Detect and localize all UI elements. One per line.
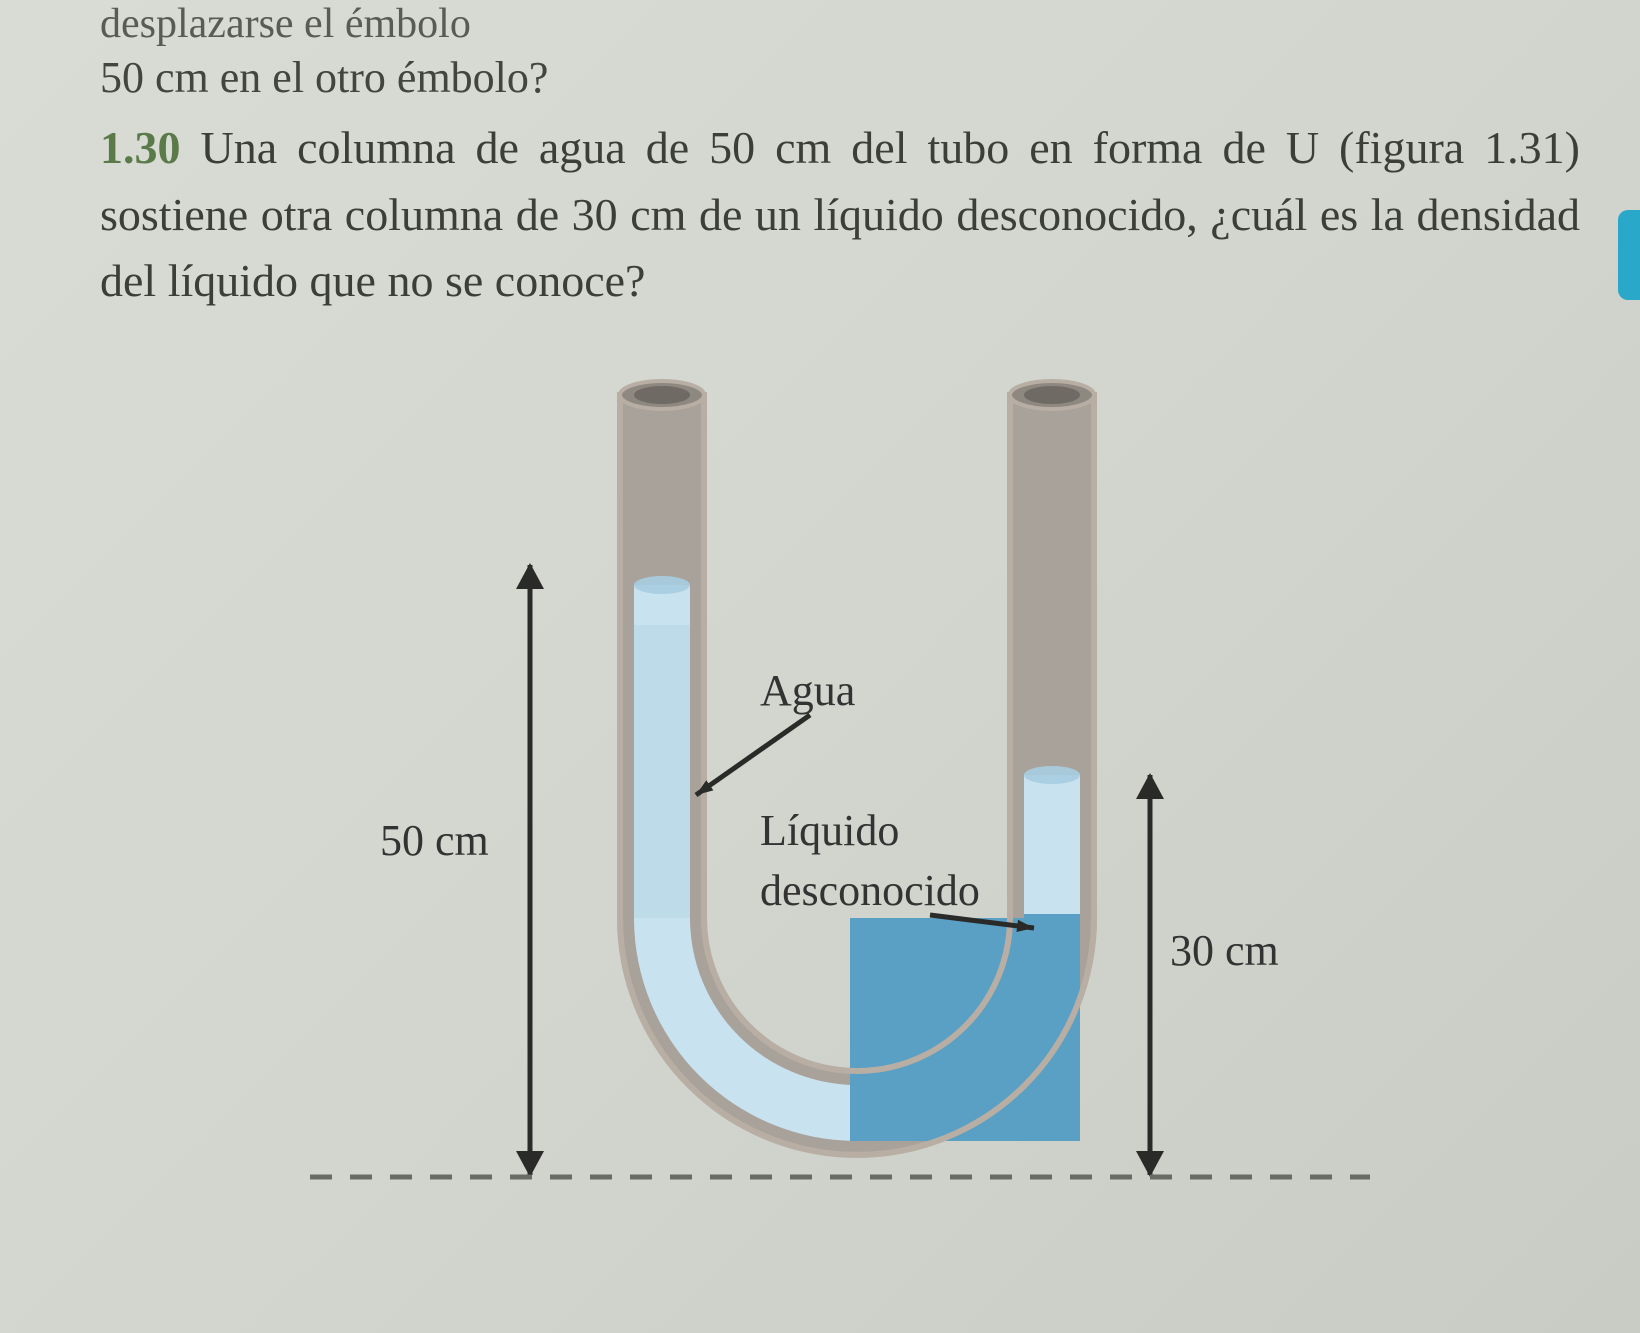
right-measure-label: 30 cm: [1170, 925, 1279, 976]
prev-question-tail: 50 cm en el otro émbolo?: [100, 52, 1580, 103]
u-tube-svg: [290, 355, 1390, 1235]
water-label: Agua: [760, 665, 855, 716]
u-tube-figure: 50 cm 30 cm Agua Líquido desconocido: [290, 355, 1390, 1235]
fragment-prev-line: desplazarse el émbolo: [100, 0, 1580, 48]
page-edge-tab: [1618, 210, 1640, 300]
problem-number: 1.30: [100, 122, 181, 173]
problem-text: 1.30 Una columna de agua de 50 cm del tu…: [100, 115, 1580, 315]
problem-body: Una columna de agua de 50 cm del tubo en…: [100, 122, 1580, 306]
unknown-liquid-label-1: Líquido: [760, 805, 899, 856]
left-measure-label: 50 cm: [380, 815, 489, 866]
unknown-liquid-label-2: desconocido: [760, 865, 980, 916]
